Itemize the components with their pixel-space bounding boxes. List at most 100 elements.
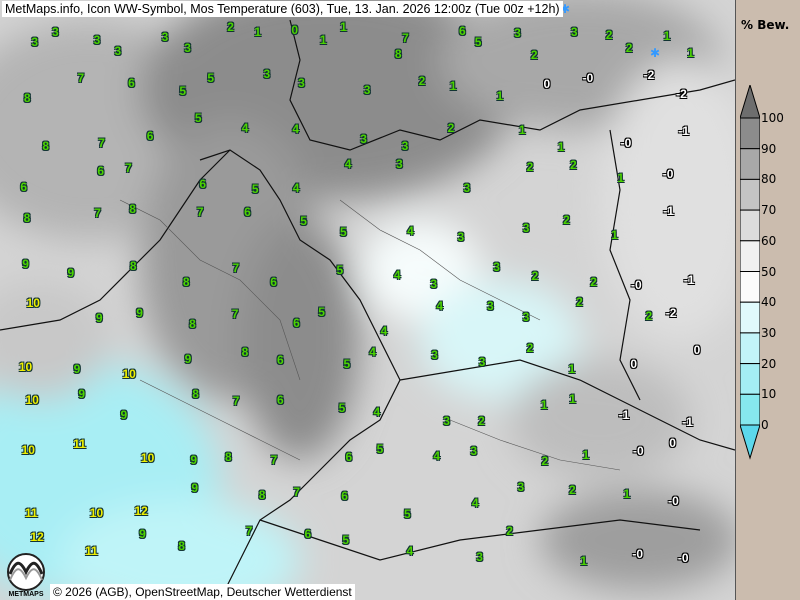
temperature-label: -0 <box>677 551 689 566</box>
temperature-label: 7 <box>293 485 300 500</box>
temperature-label: 4 <box>433 449 441 463</box>
temperature-label: 2 <box>625 41 633 56</box>
temperature-label: 11 <box>73 436 86 451</box>
temperature-label: 3 <box>31 34 39 49</box>
temperature-label: 4 <box>241 120 249 135</box>
temperature-label: 1 <box>568 362 576 377</box>
temperature-label: 7 <box>232 260 240 275</box>
legend-tick-label: 40 <box>761 295 777 310</box>
temperature-label: 3 <box>161 30 169 45</box>
temperature-label: 3 <box>493 260 500 275</box>
temperature-label: 3 <box>463 180 471 195</box>
temperature-label: 7 <box>77 71 85 86</box>
temperature-label: 6 <box>276 352 284 367</box>
temperature-label: 1 <box>518 123 526 138</box>
temperature-label: 5 <box>339 224 347 239</box>
temperature-label: 3 <box>298 76 305 91</box>
temperature-label: -1 <box>682 414 693 429</box>
legend-tick-label: 20 <box>761 356 777 371</box>
temperature-label: 5 <box>251 182 259 197</box>
temperature-label: 1 <box>580 553 588 568</box>
temperature-label: 4 <box>393 268 401 283</box>
temperature-label: 3 <box>514 26 521 41</box>
legend-tick-label: 10 <box>761 387 777 402</box>
temperature-label: 8 <box>42 139 50 154</box>
temperature-label: 1 <box>496 89 504 104</box>
temperature-label: 3 <box>360 132 367 147</box>
temperature-label: 1 <box>449 78 457 93</box>
temperature-label: 8 <box>192 386 199 401</box>
temperature-label: 6 <box>270 274 277 289</box>
temperature-label: 8 <box>23 90 31 105</box>
temperature-label: 9 <box>78 386 86 401</box>
temperature-label: 12 <box>30 530 44 545</box>
temperature-label: 4 <box>407 224 414 239</box>
temperature-label: 7 <box>125 160 132 175</box>
temperature-label: 10 <box>89 505 104 520</box>
temperature-label: 1 <box>569 392 576 407</box>
temperature-label: 3 <box>457 229 465 244</box>
temperature-label: 7 <box>231 307 239 322</box>
temperature-label: 8 <box>189 317 196 332</box>
temperature-label: 11 <box>24 505 38 520</box>
temperature-label: 5 <box>318 305 325 320</box>
temperature-label: 5 <box>474 34 482 49</box>
temperature-label: 5 <box>343 357 351 372</box>
temperature-label: -0 <box>668 493 679 508</box>
temperature-label: -0 <box>632 546 644 561</box>
temperature-label: 8 <box>224 449 232 464</box>
temperature-label: 3 <box>517 479 525 494</box>
temperature-label: 1 <box>687 45 694 60</box>
temperature-label: 9 <box>22 257 29 272</box>
temperature-label: 3 <box>470 443 478 458</box>
temperature-label: 3 <box>570 24 578 39</box>
temperature-label: 6 <box>128 76 135 91</box>
temperature-label: -1 <box>683 272 695 287</box>
temperature-label: 5 <box>300 214 307 229</box>
temperature-label: 8 <box>394 47 402 62</box>
temperature-label: -2 <box>676 86 687 101</box>
temperature-label: 7 <box>232 394 240 409</box>
temperature-label: 6 <box>146 129 154 144</box>
weather-map[interactable]: 3 3 3 3 3 3 2 1 0 1 1 8 7 6 5 3 2 3 2 2 1 1 8 7 6 5 5 3 3 3 2 1 1 0 -0 -2 -2… <box>0 0 735 600</box>
map-title: MetMaps.info, Icon WW-Symbol, Mos Temper… <box>2 1 563 17</box>
temperature-label: 2 <box>590 275 597 290</box>
temperature-label: -1 <box>678 124 690 139</box>
legend-tick-label: 80 <box>761 172 777 187</box>
temperature-label: 1 <box>582 447 590 462</box>
temperature-label: 2 <box>605 27 613 42</box>
temperature-label: 0 <box>669 436 676 451</box>
temperature-label: 6 <box>199 176 207 191</box>
temperature-label: 8 <box>178 538 185 553</box>
temperature-label: 9 <box>120 407 128 422</box>
temperature-label: 3 <box>486 299 494 314</box>
temperature-label: 4 <box>369 344 376 359</box>
legend-swatch <box>740 301 760 334</box>
temperature-label: 8 <box>241 345 249 360</box>
temperature-label: 2 <box>645 309 653 324</box>
temperature-label: 4 <box>373 404 381 419</box>
temperature-label: 12 <box>134 503 148 518</box>
temperature-label: 1 <box>611 228 618 243</box>
temperature-label: 9 <box>139 526 146 541</box>
temperature-label: 4 <box>406 544 414 559</box>
legend-tick-label: 100 <box>761 111 784 125</box>
temperature-label: -2 <box>643 67 655 82</box>
temperature-label: 5 <box>207 70 215 85</box>
temperature-label: 2 <box>569 482 576 497</box>
temperature-label: -0 <box>632 443 644 458</box>
legend-tick-label: 30 <box>761 325 777 340</box>
temperature-label: 2 <box>478 414 485 429</box>
temperature-label: 6 <box>304 526 312 541</box>
temperature-label: 10 <box>140 450 155 465</box>
legend-tick-label: 50 <box>761 264 777 279</box>
temperature-label: 10 <box>26 296 40 311</box>
temperature-label: 6 <box>20 179 28 194</box>
temperature-label: -1 <box>663 204 674 219</box>
temperature-label: 3 <box>184 41 191 56</box>
temperature-label: 7 <box>196 204 204 219</box>
temperature-label: 2 <box>541 454 549 469</box>
temperature-label: 4 <box>436 298 444 313</box>
temperature-label: 2 <box>227 20 234 35</box>
temperature-label: 0 <box>693 343 701 358</box>
